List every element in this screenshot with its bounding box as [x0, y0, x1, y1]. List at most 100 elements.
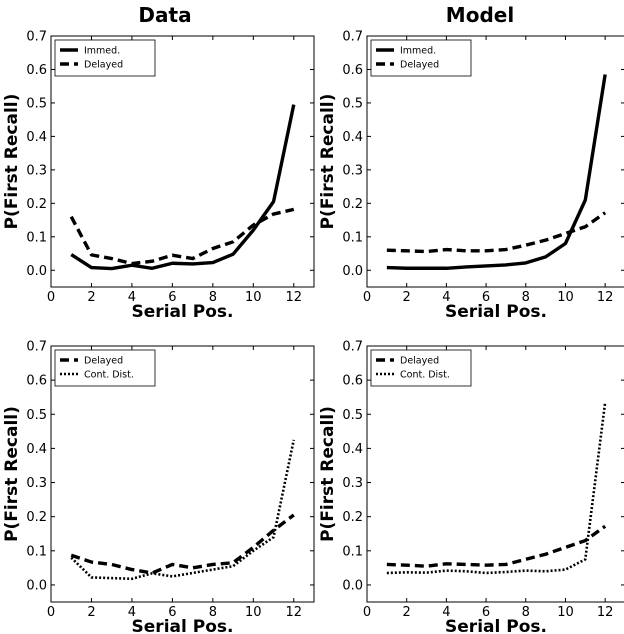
panel-bottom-left-ytick-label: 0.2 — [26, 510, 47, 525]
panel-bottom-right: 0.0 0.1 0.2 0.3 0.4 0.5 0.6 0.7 0 2 4 6 8 10 12 Serial … — [318, 340, 624, 634]
panel-bottom-right-xtick-label: 6 — [482, 605, 490, 620]
panel-bottom-right-xtick-label: 2 — [403, 605, 411, 620]
panel-bottom-right-ytick-label: 0.7 — [342, 340, 363, 355]
panel-bottom-right-ytick-label: 0.5 — [342, 408, 363, 423]
column-title-model: Model — [446, 3, 514, 27]
panel-top-left-xtick-label: 2 — [87, 290, 95, 305]
panel-top-left-ytick-label: 0.3 — [26, 163, 47, 178]
panel-bottom-left-series-cont-dist — [70, 439, 296, 581]
panel-bottom-left-legend-label: Cont. Dist. — [84, 370, 134, 381]
panel-bottom-right-legend: Delayed Cont. Dist. — [370, 349, 472, 387]
panel-bottom-right-xtick-label: 0 — [363, 605, 371, 620]
panel-bottom-left-legend: Delayed Cont. Dist. — [54, 349, 156, 387]
panel-top-right-ytick-label: 0.2 — [342, 197, 363, 212]
panel-top-right-legend-label: Delayed — [400, 60, 439, 71]
panel-bottom-left-xtick-label: 12 — [285, 605, 302, 620]
panel-bottom-right-series-delayed — [386, 524, 607, 568]
panel-bottom-left-ytick-label: 0.1 — [26, 544, 47, 559]
panel-bottom-left-legend-box — [54, 349, 156, 387]
panel-bottom-right-ytick-label: 0.2 — [342, 510, 363, 525]
panel-top-left-xtick-label: 4 — [128, 290, 136, 305]
panel-top-left-ytick-label: 0.5 — [26, 96, 47, 111]
panel-top-right-series-delayed — [386, 211, 607, 254]
panel-bottom-left-xtick-label: 4 — [128, 605, 136, 620]
panel-bottom-right-ytick-label: 0.6 — [342, 374, 363, 389]
panel-bottom-right-xlabel: Serial Pos. — [445, 617, 547, 634]
panel-top-left-legend-label: Immed. — [84, 46, 120, 57]
panel-bottom-left-ytick-label: 0.5 — [26, 408, 47, 423]
panel-top-left-ytick-label: 0.4 — [26, 130, 47, 145]
panel-top-left-xlabel: Serial Pos. — [132, 302, 234, 322]
panel-bottom-left-xtick-label: 8 — [209, 605, 217, 620]
panel-bottom-right-legend-label: Cont. Dist. — [400, 370, 450, 381]
panel-bottom-left-legend-label: Delayed — [84, 356, 123, 367]
panel-top-right-xtick-label: 0 — [363, 290, 371, 305]
panel-top-left-ylabel: P(First Recall) — [2, 94, 22, 230]
panel-bottom-right-series-cont-dist — [386, 402, 607, 575]
panel-top-left-ytick-label: 0.6 — [26, 63, 47, 78]
panel-bottom-left-ytick-label: 0.7 — [26, 340, 47, 355]
panel-bottom-right-xtick-label: 10 — [557, 605, 574, 620]
panel-top-left-xtick-label: 6 — [168, 290, 176, 305]
panel-bottom-left-xtick-label: 2 — [87, 605, 95, 620]
panel-top-left-legend-label: Delayed — [84, 60, 123, 71]
panel-top-right: 0.0 0.1 0.2 0.3 0.4 0.5 0.6 0.7 0 2 4 6 8 10 12 Serial … — [318, 30, 624, 322]
column-title-data: Data — [138, 3, 191, 27]
panel-top-right-ytick-label: 0.1 — [342, 230, 363, 245]
panel-top-right-axes-frame — [366, 35, 624, 288]
panel-bottom-left: 0.0 0.1 0.2 0.3 0.4 0.5 0.6 0.7 0 2 4 6 8 10 12 Serial … — [2, 340, 315, 634]
panel-top-left-series-immed — [70, 104, 296, 271]
panel-top-right-legend-label: Immed. — [400, 46, 436, 57]
panel-top-right-xtick-label: 10 — [557, 290, 574, 305]
panel-bottom-right-legend-box — [370, 349, 472, 387]
panel-top-right-ytick-label: 0.6 — [342, 63, 363, 78]
panel-top-left-legend-box — [54, 39, 156, 77]
panel-bottom-left-ytick-label: 0.3 — [26, 476, 47, 491]
panel-top-left-xtick-label: 10 — [245, 290, 262, 305]
panel-top-right-ytick-label: 0.5 — [342, 96, 363, 111]
panel-top-left-xtick-label: 8 — [209, 290, 217, 305]
panel-bottom-left-ylabel: P(First Recall) — [2, 406, 22, 542]
panel-bottom-right-ytick-label: 0.1 — [342, 544, 363, 559]
panel-top-right-legend-box — [370, 39, 472, 77]
panel-top-left-ytick-label: 0.2 — [26, 197, 47, 212]
panel-bottom-left-ytick-label: 0.0 — [26, 578, 47, 593]
panel-bottom-left-ytick-label: 0.6 — [26, 374, 47, 389]
panel-bottom-right-ytick-label: 0.0 — [342, 578, 363, 593]
panel-bottom-left-xlabel: Serial Pos. — [132, 617, 234, 634]
panel-top-right-xtick-label: 4 — [442, 290, 450, 305]
panel-top-right-legend: Immed. Delayed — [370, 39, 472, 77]
panel-top-left-ytick-label: 0.0 — [26, 264, 47, 279]
panel-top-right-xtick-label: 2 — [403, 290, 411, 305]
panel-top-left-legend: Immed. Delayed — [54, 39, 156, 77]
panel-top-left-ytick-label: 0.7 — [26, 30, 47, 45]
chart-panels: 0.0 0.1 0.2 0.3 0.4 0.5 0.6 0.7 0 2 4 6 8 10 12 Serial … — [2, 30, 624, 634]
panel-bottom-right-ytick-label: 0.3 — [342, 476, 363, 491]
panel-top-right-ytick-label: 0.7 — [342, 30, 363, 45]
panel-top-right-ytick-label: 0.3 — [342, 163, 363, 178]
panel-top-right-xtick-label: 8 — [522, 290, 530, 305]
panel-bottom-left-ytick-label: 0.4 — [26, 442, 47, 457]
panel-top-left: 0.0 0.1 0.2 0.3 0.4 0.5 0.6 0.7 0 2 4 6 8 10 12 Serial … — [2, 30, 315, 322]
panel-bottom-left-xtick-label: 0 — [47, 605, 55, 620]
panel-top-right-ytick-label: 0.4 — [342, 130, 363, 145]
panel-bottom-right-xtick-label: 12 — [597, 605, 614, 620]
panel-bottom-right-xtick-label: 4 — [442, 605, 450, 620]
panel-top-right-xtick-label: 12 — [597, 290, 614, 305]
panel-bottom-right-axes-frame — [366, 345, 624, 603]
panel-top-left-xtick-label: 0 — [47, 290, 55, 305]
panel-bottom-left-xtick-label: 6 — [168, 605, 176, 620]
panel-bottom-left-xtick-label: 10 — [245, 605, 262, 620]
panel-top-left-ytick-label: 0.1 — [26, 230, 47, 245]
panel-bottom-right-ylabel: P(First Recall) — [318, 406, 338, 542]
panel-top-right-ylabel: P(First Recall) — [318, 94, 338, 230]
panel-bottom-right-xtick-label: 8 — [522, 605, 530, 620]
panel-top-right-ytick-label: 0.0 — [342, 264, 363, 279]
panel-top-right-xlabel: Serial Pos. — [445, 302, 547, 322]
panel-bottom-right-ytick-label: 0.4 — [342, 442, 363, 457]
panel-bottom-right-legend-label: Delayed — [400, 356, 439, 367]
panel-bottom-left-axes-frame — [50, 345, 315, 603]
panel-bottom-left-series-delayed — [70, 513, 295, 575]
panel-top-left-xtick-label: 12 — [285, 290, 302, 305]
